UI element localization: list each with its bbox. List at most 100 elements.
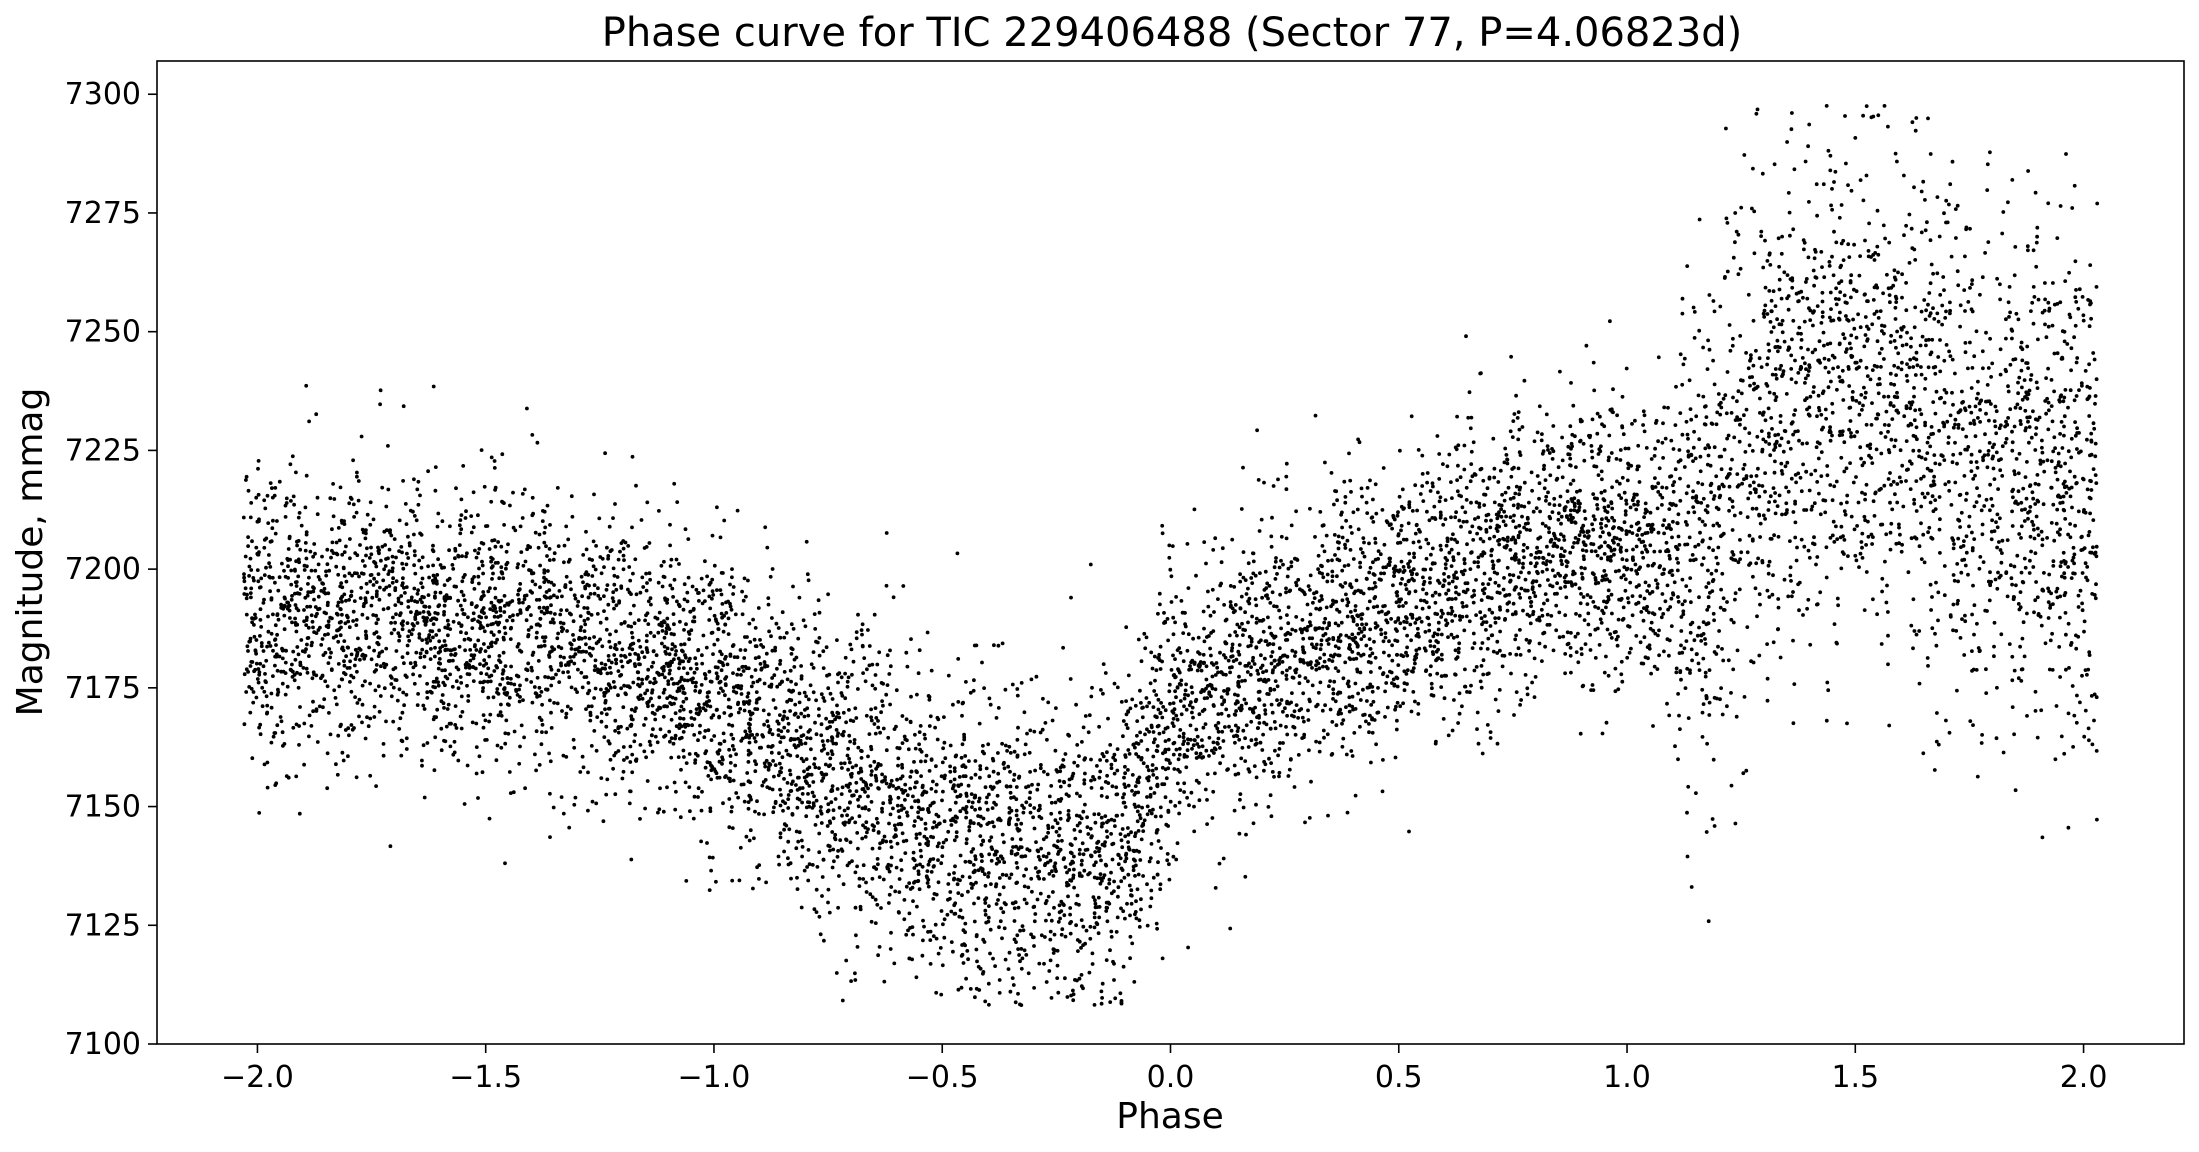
data-point [700,601,705,606]
data-point [1174,747,1179,752]
data-point [524,677,529,682]
data-point [549,676,554,681]
data-point [1806,144,1810,149]
data-point [319,643,324,647]
data-point [660,629,665,633]
data-point [699,683,704,687]
data-point [2072,561,2077,566]
data-point [347,733,351,738]
data-point [504,718,509,723]
data-point [707,761,712,765]
data-point [433,654,437,659]
data-point [1770,372,1775,377]
data-point [1854,360,1859,365]
data-point [1462,443,1467,448]
data-point [548,698,552,703]
data-point [1081,809,1086,814]
data-point [823,762,828,767]
data-point [1588,595,1593,600]
data-point [1011,983,1016,987]
data-point [620,776,625,781]
data-point [1816,393,1821,398]
data-point [1986,449,1991,453]
data-point [2092,718,2096,723]
data-point [277,479,282,484]
data-point [2060,446,2065,450]
data-point [1522,542,1526,547]
data-point [589,653,593,658]
data-point [570,514,575,519]
data-point [729,732,734,737]
data-point [1620,557,1625,562]
data-point [1139,907,1143,912]
data-point [1010,976,1015,980]
data-point [2073,420,2078,424]
data-point [421,610,426,614]
data-point [561,621,566,626]
data-point [529,613,533,617]
data-point [895,777,899,782]
data-point [1829,379,1833,384]
data-point [459,726,464,731]
data-point [1624,502,1629,506]
data-point [848,642,853,647]
data-point [1381,639,1386,644]
data-point [1684,419,1689,424]
data-point [442,639,447,643]
data-point [863,679,868,684]
data-point [1707,668,1712,672]
data-point [2043,322,2047,327]
data-point [372,669,377,674]
data-point [1644,608,1649,612]
data-point [1332,502,1336,507]
data-point [1582,534,1587,538]
data-point [253,616,258,620]
data-point [1163,726,1168,731]
data-point [905,810,909,815]
data-point [605,583,610,587]
data-point [1818,512,1823,517]
data-point [2040,445,2044,450]
data-point [2046,600,2051,604]
data-point [330,540,335,545]
data-point [780,717,785,722]
data-point [1874,309,1879,314]
data-point [1113,758,1118,763]
data-point [799,756,804,761]
data-point [858,766,863,771]
data-point [1058,810,1062,815]
data-point [1645,530,1650,535]
data-point [1882,423,1887,427]
data-point [757,877,761,881]
data-point [493,640,498,645]
data-point [530,579,535,584]
data-point [828,691,833,696]
data-point [1627,529,1632,534]
data-point [1291,724,1296,729]
data-point [460,710,465,714]
data-point [294,629,299,634]
data-point [1978,292,1982,297]
data-point [700,661,705,666]
data-point [1963,254,1967,259]
data-point [344,598,348,603]
data-point [1777,264,1781,269]
data-point [877,945,882,949]
data-point [1426,541,1431,546]
data-point [1619,549,1623,554]
data-point [2055,586,2060,591]
data-point [256,667,261,671]
data-point [360,683,365,688]
data-point [682,597,687,602]
data-point [1942,458,1947,462]
data-point [2028,558,2032,563]
data-point [1151,773,1156,777]
data-point [1986,366,1991,370]
data-point [1869,115,1874,120]
data-point [2093,473,2098,477]
data-point [740,612,745,617]
data-point [880,699,884,703]
data-point [619,584,624,589]
data-point [1372,581,1377,585]
data-point [1886,633,1890,638]
